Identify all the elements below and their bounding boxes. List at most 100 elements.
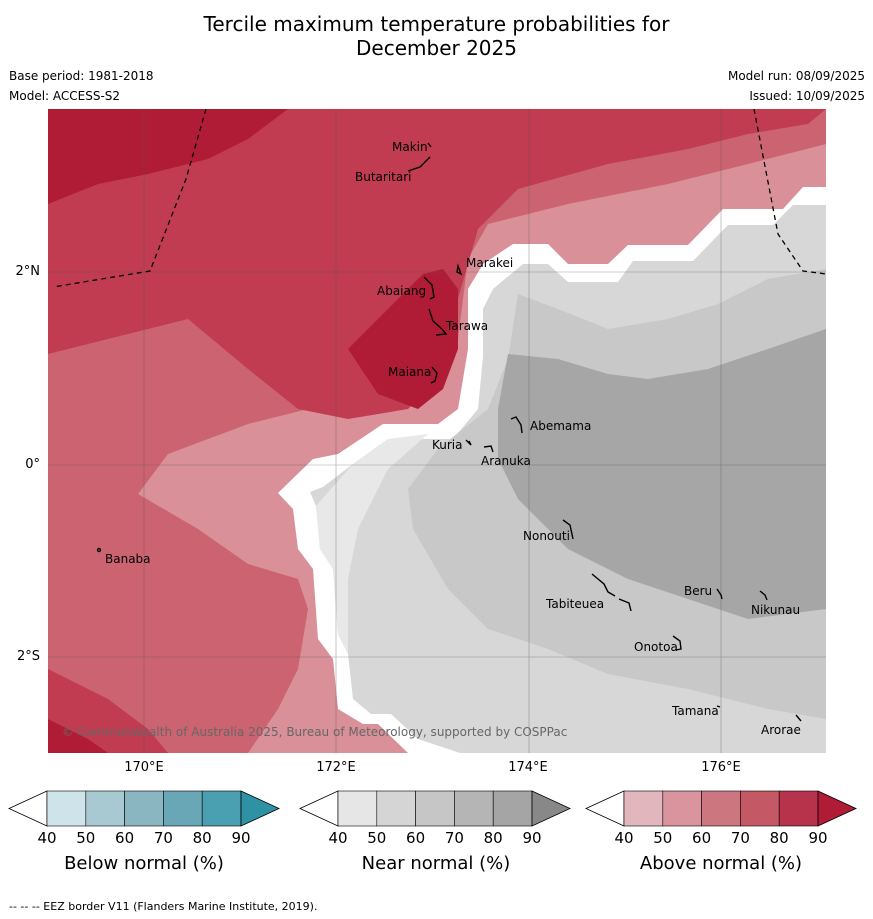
colorbar-near-tick-label: 90 — [522, 829, 541, 847]
contour-near-70 — [498, 329, 826, 619]
colorbar-near-segment — [376, 790, 416, 827]
model-run: Model run: 08/09/2025 — [727, 69, 865, 83]
eez-border-east — [753, 109, 826, 275]
contour-above-90-nw — [48, 109, 288, 204]
colorbar-near-max-extension — [531, 790, 571, 827]
eez-borders — [52, 109, 826, 288]
label-arorae: Arorae — [761, 723, 801, 737]
filled-contours — [48, 109, 826, 753]
colorbar-near-tick-label: 40 — [328, 829, 347, 847]
label-kuria: Kuria — [432, 438, 463, 452]
contour-near-40 — [316, 434, 428, 654]
colorbar-above-segment — [740, 790, 780, 827]
colorbar-below-tick-label: 40 — [37, 829, 56, 847]
eez-border-west — [52, 109, 207, 288]
colorbar-near-min-extension — [299, 790, 339, 827]
label-abemama: Abemama — [530, 419, 591, 433]
island-tamana — [716, 705, 721, 708]
island-makin — [427, 142, 432, 148]
colorbar-near-segment — [415, 790, 455, 827]
island-banaba — [96, 547, 102, 553]
colorbar-near-segment — [492, 790, 533, 827]
colorbar-near-segment — [454, 790, 494, 827]
island-nonouti — [562, 519, 574, 540]
label-tabiteuea: Tabiteuea — [545, 597, 604, 611]
colorbar-below-segment — [163, 790, 203, 827]
meta-left: Base period: 1981-2018 Model: ACCESS-S2 — [9, 66, 154, 106]
island-tarawa — [428, 308, 448, 336]
island-onotoa — [672, 635, 682, 651]
island-kuria — [465, 439, 472, 446]
contour-above-90-sw — [48, 719, 108, 753]
meta-right: Model run: 08/09/2025 Issued: 10/09/2025 — [728, 66, 865, 106]
label-banaba: Banaba — [105, 552, 151, 566]
colorbar-below-segment — [124, 790, 164, 827]
chart-title: Tercile maximum temperature probabilitie… — [0, 12, 873, 60]
colorbar-below-tick-label: 80 — [193, 829, 212, 847]
colorbar-near-tick-label: 80 — [484, 829, 503, 847]
colorbar-near-tick-label: 60 — [406, 829, 425, 847]
title-line-1: Tercile maximum temperature probabilitie… — [203, 12, 670, 36]
label-beru: Beru — [684, 584, 712, 598]
label-marakei: Marakei — [466, 256, 513, 270]
copyright-text: © Commonwealth of Australia 2025, Bureau… — [62, 725, 567, 739]
island-tabiteuea-north — [591, 573, 616, 597]
colorbar-below-segment — [201, 790, 242, 827]
colorbar-below-tick-label: 60 — [115, 829, 134, 847]
colorbar-above-tick-label: 50 — [653, 829, 672, 847]
colorbar-above-segment — [623, 790, 664, 827]
colorbar-near: 40 50 60 70 80 90 — [299, 790, 571, 847]
contour-above-80-sw — [48, 669, 168, 753]
colorbar-above: 40 50 60 70 80 90 — [585, 790, 857, 847]
colorbar-near-label: Near normal (%) — [361, 853, 511, 874]
islands — [96, 142, 802, 722]
colorbar-above-tick-label: 60 — [692, 829, 711, 847]
colorbar-below-tick-label: 70 — [154, 829, 173, 847]
colorbar-below-segment — [46, 790, 87, 827]
colorbar-above-max-extension — [817, 790, 857, 827]
colorbar-above-tick-label: 40 — [614, 829, 633, 847]
colorbar-above-segment — [701, 790, 741, 827]
colorbar-below-label: Below normal (%) — [64, 853, 224, 874]
footnote: -- -- -- EEZ border V11 (Flanders Marine… — [9, 900, 318, 913]
label-butaritari: Butaritari — [355, 170, 412, 184]
island-tabiteuea-south — [618, 598, 632, 612]
colorbar-near-tick-label: 50 — [367, 829, 386, 847]
issued-date: Issued: 10/09/2025 — [749, 89, 865, 103]
label-nikunau: Nikunau — [751, 603, 800, 617]
island-aranuka — [483, 445, 494, 453]
model-name: Model: ACCESS-S2 — [9, 89, 121, 103]
label-tamana: Tamana — [671, 704, 719, 718]
island-abaiang — [423, 276, 435, 300]
colorbar-below-min-extension — [8, 790, 48, 827]
base-period: Base period: 1981-2018 — [9, 69, 154, 83]
label-tarawa: Tarawa — [445, 319, 488, 333]
colorbar-below: 40 50 60 70 80 90 — [8, 790, 280, 847]
colorbar-below-tick-label: 90 — [231, 829, 250, 847]
label-aranuka: Aranuka — [481, 454, 531, 468]
lon-label-170e: 170°E — [124, 760, 164, 775]
island-arorae — [795, 714, 802, 722]
contour-above-90-tarawa — [348, 269, 458, 409]
colorbar-above-tick-label: 80 — [770, 829, 789, 847]
title-line-2: December 2025 — [356, 36, 517, 60]
colorbar-above-tick-label: 70 — [731, 829, 750, 847]
island-maiana — [430, 366, 438, 384]
colorbar-above-min-extension — [585, 790, 625, 827]
island-nikunau — [759, 590, 768, 601]
colorbar-near-segment — [337, 790, 378, 827]
contour-above-80-north — [48, 109, 826, 419]
label-nonouti: Nonouti — [523, 529, 570, 543]
island-butaritari — [407, 156, 431, 172]
colorbar-near-tick-label: 70 — [445, 829, 464, 847]
label-abaiang: Abaiang — [377, 284, 426, 298]
lat-label-2n: 2°N — [15, 264, 41, 279]
lon-label-172e: 172°E — [316, 760, 356, 775]
colorbar-above-segment — [778, 790, 819, 827]
island-abemama — [510, 416, 523, 434]
island-marakei — [456, 263, 463, 276]
label-onotoa: Onotoa — [634, 640, 678, 654]
colorbar-above-label: Above normal (%) — [639, 853, 803, 874]
colorbar-below-max-extension — [240, 790, 280, 827]
colorbar-above-tick-label: 90 — [808, 829, 827, 847]
